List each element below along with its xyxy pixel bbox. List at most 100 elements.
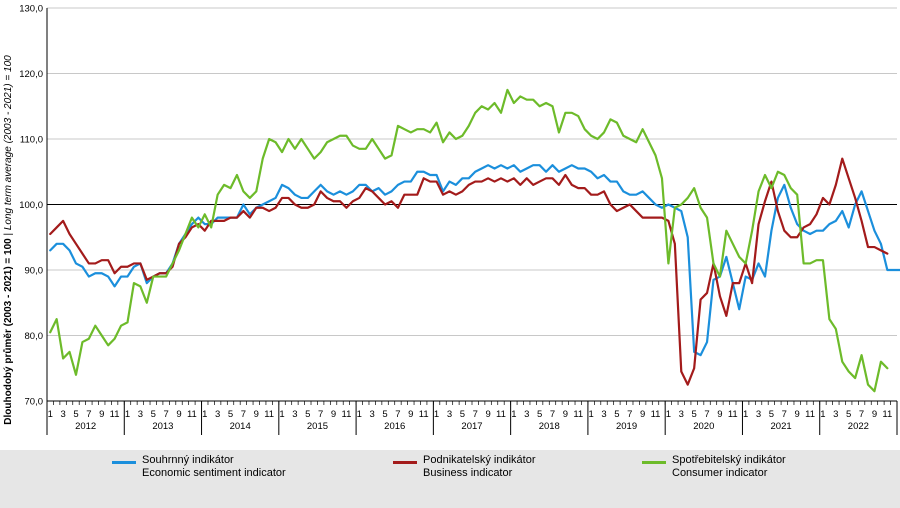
- consumer-line: [49, 88, 889, 393]
- x-month-label: 5: [151, 409, 156, 420]
- x-month-label: 5: [305, 409, 310, 420]
- x-month-label: 9: [640, 409, 645, 420]
- x-month-label: 3: [215, 409, 220, 420]
- x-month-label: 7: [550, 409, 555, 420]
- x-month-label: 7: [704, 409, 709, 420]
- x-month-label: 9: [176, 409, 181, 420]
- x-month-label: 5: [846, 409, 851, 420]
- x-month-label: 9: [99, 409, 104, 420]
- x-month-label: 5: [73, 409, 78, 420]
- x-month-label: 7: [782, 409, 787, 420]
- x-month-label: 5: [692, 409, 697, 420]
- x-month-label: 1: [202, 409, 207, 420]
- x-month-label: 9: [485, 409, 490, 420]
- x-year-label: 2019: [616, 421, 637, 432]
- x-month-label: 11: [805, 409, 815, 420]
- x-month-label: 7: [163, 409, 168, 420]
- x-month-label: 11: [573, 409, 583, 420]
- y-tick-label: 130,0: [19, 4, 43, 15]
- x-month-label: 1: [357, 409, 362, 420]
- legend-label-economic-sentiment: Souhrnný indikátor Economic sentiment ind…: [142, 454, 286, 479]
- business-line: [49, 157, 889, 386]
- y-axis-tick-labels: 70,0 80,0 90,0 100,0 110,0 120,0 130,0: [19, 4, 43, 408]
- legend-label-consumer: Spotřebitelský indikátor Consumer indicat…: [672, 454, 786, 479]
- x-year-label: 2012: [75, 421, 96, 432]
- y-axis-label: Dlouhodobý průměr (2003 - 2021) = 100 | …: [2, 55, 14, 425]
- x-month-label: 7: [859, 409, 864, 420]
- x-month-label: 7: [86, 409, 91, 420]
- x-month-label: 1: [820, 409, 825, 420]
- x-axis: 1 3 5 7 9 11 1 3 5 7 9 11 1 3 5 7 9 11 1 3 5 7 9 11 1 3 5 7 9 11 1 3 5 7 9…: [46, 8, 898, 435]
- x-month-label: 3: [292, 409, 297, 420]
- legend-label-business: Podnikatelský indikátor Business indicato…: [423, 454, 536, 479]
- x-month-label: 11: [651, 409, 661, 420]
- y-axis-label-en: Long term average (2003 - 2021) = 100: [3, 55, 14, 230]
- x-month-label: 11: [882, 409, 892, 420]
- x-month-label: 7: [318, 409, 323, 420]
- x-month-label: 9: [795, 409, 800, 420]
- x-month-label: 1: [279, 409, 284, 420]
- x-year-label: 2018: [539, 421, 560, 432]
- x-month-label: 11: [419, 409, 429, 420]
- y-axis-label-sep: |: [3, 230, 14, 238]
- x-year-label: 2015: [307, 421, 328, 432]
- x-month-label: 1: [666, 409, 671, 420]
- x-month-label: 3: [756, 409, 761, 420]
- x-year-label: 2021: [771, 421, 792, 432]
- x-month-label: 5: [537, 409, 542, 420]
- x-month-label: 3: [601, 409, 606, 420]
- x-month-label: 1: [434, 409, 439, 420]
- x-year-label: 2016: [384, 421, 405, 432]
- x-month-label: 7: [627, 409, 632, 420]
- x-month-label: 9: [254, 409, 259, 420]
- x-month-label: 3: [370, 409, 375, 420]
- series-lines: [49, 88, 900, 393]
- x-month-label: 1: [588, 409, 593, 420]
- x-month-label: 9: [563, 409, 568, 420]
- legend: Souhrnný indikátor Economic sentiment ind…: [0, 450, 900, 508]
- x-year-label: 2017: [461, 421, 482, 432]
- x-month-label: 9: [331, 409, 336, 420]
- x-year-label: 2014: [230, 421, 251, 432]
- legend-swatch-consumer: [642, 461, 666, 464]
- x-month-label: 5: [614, 409, 619, 420]
- x-month-label: 11: [187, 409, 197, 420]
- x-year-label: 2020: [693, 421, 714, 432]
- grid-lines: [47, 7, 897, 402]
- x-month-label: 11: [341, 409, 351, 420]
- x-month-label: 5: [769, 409, 774, 420]
- x-month-label: 3: [447, 409, 452, 420]
- x-month-label: 3: [679, 409, 684, 420]
- x-month-label: 1: [511, 409, 516, 420]
- x-year-label: 2022: [848, 421, 869, 432]
- x-month-label: 7: [473, 409, 478, 420]
- x-month-label: 5: [228, 409, 233, 420]
- y-tick-label: 80,0: [25, 331, 44, 342]
- legend-swatch-business: [393, 461, 417, 464]
- x-month-label: 5: [460, 409, 465, 420]
- x-month-label: 7: [241, 409, 246, 420]
- y-tick-label: 90,0: [25, 266, 44, 277]
- y-tick-label: 110,0: [20, 135, 43, 146]
- x-month-label: 9: [872, 409, 877, 420]
- x-month-label: 3: [524, 409, 529, 420]
- y-axis-label-cz: Dlouhodobý průměr (2003 - 2021) = 100: [2, 238, 14, 425]
- x-year-label: 2013: [152, 421, 173, 432]
- x-month-label: 1: [125, 409, 130, 420]
- y-tick-label: 70,0: [25, 397, 44, 408]
- economic-sentiment-line: [49, 164, 900, 357]
- x-month-label: 3: [138, 409, 143, 420]
- legend-swatch-economic-sentiment: [112, 461, 136, 464]
- x-month-label: 9: [717, 409, 722, 420]
- x-month-label: 11: [110, 409, 120, 420]
- x-month-label: 11: [496, 409, 506, 420]
- x-month-label: 11: [728, 409, 738, 420]
- y-tick-label: 120,0: [19, 69, 43, 80]
- x-month-label: 7: [395, 409, 400, 420]
- x-month-label: 11: [264, 409, 274, 420]
- x-month-label: 1: [743, 409, 748, 420]
- x-month-label: 9: [408, 409, 413, 420]
- y-tick-label: 100,0: [19, 200, 43, 211]
- x-month-label: 3: [833, 409, 838, 420]
- x-month-label: 3: [60, 409, 65, 420]
